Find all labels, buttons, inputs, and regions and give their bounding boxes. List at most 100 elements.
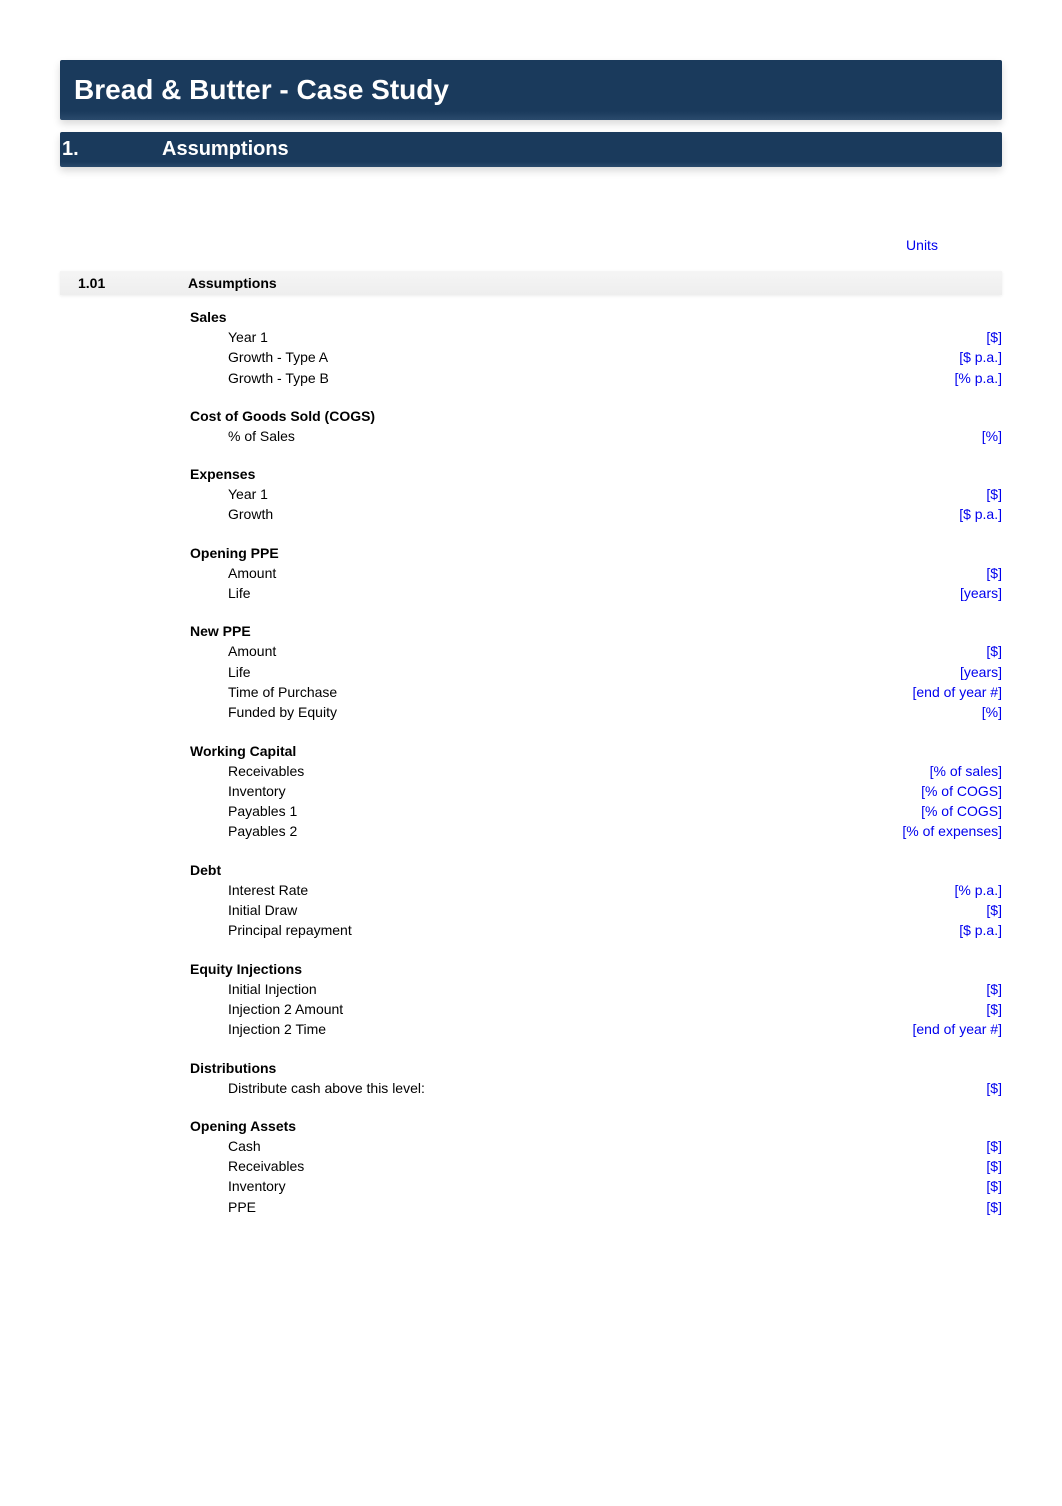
row-unit: [$ p.a.]	[842, 920, 1002, 940]
row-label: Growth - Type B	[190, 368, 842, 388]
row-unit: [$]	[842, 563, 1002, 583]
row-label: Distribute cash above this level:	[190, 1078, 842, 1098]
assumption-group: New PPE Amount[$]Life[years]Time of Purch…	[190, 623, 1002, 722]
assumption-row: Growth - Type B[% p.a.]	[190, 368, 1002, 388]
assumption-row: Amount[$]	[190, 563, 1002, 583]
group-header: Debt	[190, 862, 1002, 878]
row-label: Inventory	[190, 781, 842, 801]
assumption-row: Year 1[$]	[190, 484, 1002, 504]
row-label: Funded by Equity	[190, 702, 842, 722]
page-container: Bread & Butter - Case Study 1. Assumptio…	[0, 0, 1062, 1297]
assumptions-content: SalesYear 1[$]Growth - Type A[$ p.a.]Gro…	[60, 309, 1002, 1217]
row-label: Principal repayment	[190, 920, 842, 940]
subsection-title: Assumptions	[188, 275, 277, 291]
row-label: Initial Injection	[190, 979, 842, 999]
row-unit: [$]	[842, 999, 1002, 1019]
group-header: Opening PPE	[190, 545, 1002, 561]
row-unit: [end of year #]	[842, 1019, 1002, 1039]
row-label: Receivables	[190, 761, 842, 781]
row-unit: [$]	[842, 1176, 1002, 1196]
row-label: Amount	[190, 563, 842, 583]
row-label: Life	[190, 583, 842, 603]
row-unit: [% of expenses]	[842, 821, 1002, 841]
section-title: Assumptions	[162, 138, 289, 161]
row-unit: [$ p.a.]	[842, 347, 1002, 367]
assumption-row: Growth - Type A[$ p.a.]	[190, 347, 1002, 367]
row-unit: [% p.a.]	[842, 368, 1002, 388]
row-label: Injection 2 Time	[190, 1019, 842, 1039]
row-label: Injection 2 Amount	[190, 999, 842, 1019]
row-unit: [$]	[842, 900, 1002, 920]
group-header: New PPE	[190, 623, 1002, 639]
document-title-bar: Bread & Butter - Case Study	[60, 60, 1002, 120]
assumption-row: Payables 2[% of expenses]	[190, 821, 1002, 841]
assumption-row: PPE[$]	[190, 1197, 1002, 1217]
assumption-row: Initial Draw[$]	[190, 900, 1002, 920]
row-unit: [$]	[842, 1197, 1002, 1217]
assumption-row: Inventory[$]	[190, 1176, 1002, 1196]
row-unit: [% p.a.]	[842, 880, 1002, 900]
assumption-group: Distributions Distribute cash above this …	[190, 1060, 1002, 1098]
assumption-row: Amount[$]	[190, 641, 1002, 661]
row-label: Growth - Type A	[190, 347, 842, 367]
assumption-row: Funded by Equity[%]	[190, 702, 1002, 722]
row-unit: [$]	[842, 327, 1002, 347]
assumption-row: Time of Purchase[end of year #]	[190, 682, 1002, 702]
row-label: Cash	[190, 1136, 842, 1156]
row-unit: [$]	[842, 1078, 1002, 1098]
row-unit: [% of COGS]	[842, 781, 1002, 801]
assumption-row: Payables 1[% of COGS]	[190, 801, 1002, 821]
section-number: 1.	[60, 138, 162, 161]
subsection-header-bar: 1.01 Assumptions	[60, 271, 1002, 295]
assumption-group: Opening AssetsCash[$]Receivables[$]Inven…	[190, 1118, 1002, 1217]
group-header: Equity Injections	[190, 961, 1002, 977]
row-label: Payables 1	[190, 801, 842, 821]
assumption-group: Debt Interest Rate[% p.a.]Initial Draw[$]…	[190, 862, 1002, 941]
row-unit: [$]	[842, 641, 1002, 661]
assumption-row: Life[years]	[190, 662, 1002, 682]
assumption-row: Distribute cash above this level:[$]	[190, 1078, 1002, 1098]
assumption-group: Expenses Year 1[$]Growth[$ p.a.]	[190, 466, 1002, 525]
assumption-row: Growth[$ p.a.]	[190, 504, 1002, 524]
row-label: Life	[190, 662, 842, 682]
row-unit: [%]	[842, 426, 1002, 446]
row-unit: [% of sales]	[842, 761, 1002, 781]
assumption-row: Receivables[$]	[190, 1156, 1002, 1176]
group-header: Opening Assets	[190, 1118, 1002, 1134]
assumption-row: Cash[$]	[190, 1136, 1002, 1156]
row-label: Time of Purchase	[190, 682, 842, 702]
section-header-bar: 1. Assumptions	[60, 132, 1002, 167]
row-unit: [years]	[842, 662, 1002, 682]
units-column-header: Units	[842, 237, 1002, 253]
assumption-row: Inventory[% of COGS]	[190, 781, 1002, 801]
assumption-row: Injection 2 Amount[$]	[190, 999, 1002, 1019]
assumption-row: Interest Rate[% p.a.]	[190, 880, 1002, 900]
row-label: % of Sales	[190, 426, 842, 446]
group-header: Expenses	[190, 466, 1002, 482]
document-title: Bread & Butter - Case Study	[74, 74, 449, 105]
row-unit: [$]	[842, 979, 1002, 999]
row-unit: [$ p.a.]	[842, 504, 1002, 524]
row-label: Amount	[190, 641, 842, 661]
row-label: Interest Rate	[190, 880, 842, 900]
row-label: PPE	[190, 1197, 842, 1217]
row-label: Receivables	[190, 1156, 842, 1176]
assumption-row: Receivables[% of sales]	[190, 761, 1002, 781]
group-header: Working Capital	[190, 743, 1002, 759]
row-unit: [% of COGS]	[842, 801, 1002, 821]
row-unit: [$]	[842, 1136, 1002, 1156]
assumption-row: Initial Injection[$]	[190, 979, 1002, 999]
subsection-number: 1.01	[60, 275, 188, 291]
row-label: Year 1	[190, 484, 842, 504]
assumption-group: SalesYear 1[$]Growth - Type A[$ p.a.]Gro…	[190, 309, 1002, 388]
assumption-group: Cost of Goods Sold (COGS) % of Sales[%]	[190, 408, 1002, 446]
assumption-group: Opening PPE Amount[$]Life[years]	[190, 545, 1002, 604]
row-label: Inventory	[190, 1176, 842, 1196]
group-header: Distributions	[190, 1060, 1002, 1076]
group-header: Cost of Goods Sold (COGS)	[190, 408, 1002, 424]
assumption-row: Year 1[$]	[190, 327, 1002, 347]
row-unit: [end of year #]	[842, 682, 1002, 702]
row-unit: [%]	[842, 702, 1002, 722]
assumption-row: Life[years]	[190, 583, 1002, 603]
row-label: Payables 2	[190, 821, 842, 841]
